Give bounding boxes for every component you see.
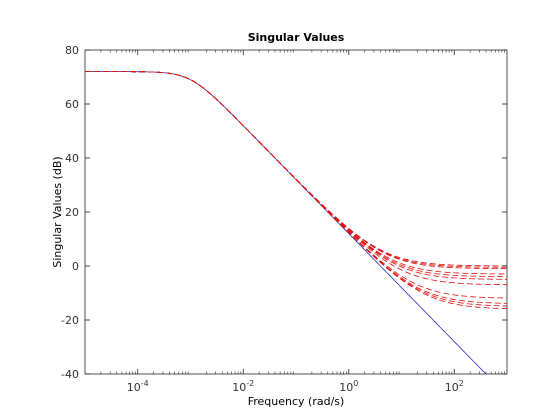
y-tick-label: 0 bbox=[72, 260, 79, 273]
y-tick-label: 20 bbox=[65, 206, 79, 219]
x-tick-label: 10-2 bbox=[232, 379, 254, 394]
ticks-layer: 10-4 10-2 100 102 -40 -20 0 20 40 60 80 bbox=[61, 44, 507, 394]
x-tick-label: 100 bbox=[339, 379, 358, 394]
y-axis-label: Singular Values (dB) bbox=[51, 156, 64, 267]
y-tick-label: 60 bbox=[65, 98, 79, 111]
x-axis-label: Frequency (rad/s) bbox=[248, 395, 345, 408]
series-line-perturbed bbox=[85, 71, 507, 275]
series-layer bbox=[85, 71, 507, 374]
plot-area bbox=[84, 49, 508, 375]
series-line-perturbed bbox=[85, 71, 507, 310]
chart-title: Singular Values bbox=[248, 31, 345, 44]
y-tick-label: -40 bbox=[61, 368, 79, 381]
y-tick-label: 80 bbox=[65, 44, 79, 57]
y-tick-label: 40 bbox=[65, 152, 79, 165]
x-tick-label: 10-4 bbox=[127, 379, 149, 394]
x-tick-label: 102 bbox=[445, 379, 464, 394]
y-tick-label: -20 bbox=[61, 314, 79, 327]
